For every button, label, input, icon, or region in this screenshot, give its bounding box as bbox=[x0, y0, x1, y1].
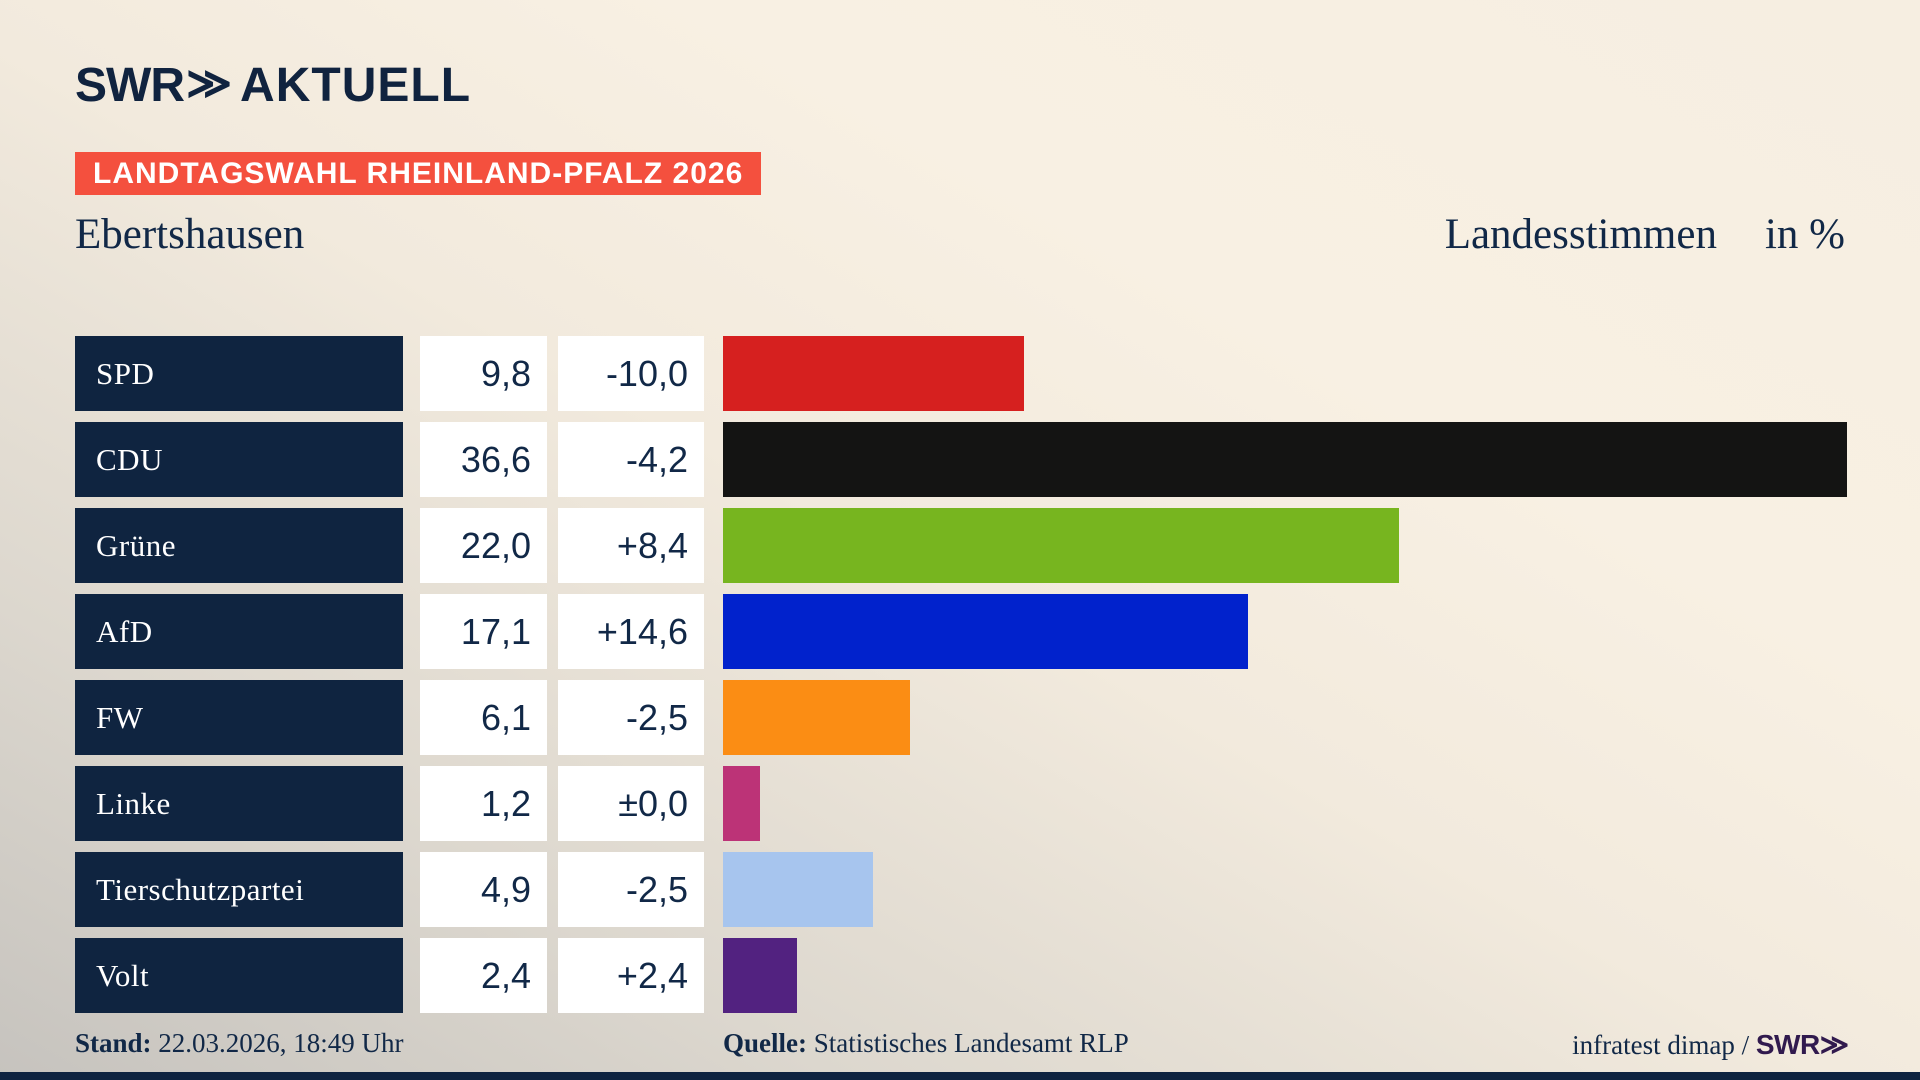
party-label: Tierschutzpartei bbox=[75, 852, 403, 927]
party-label: SPD bbox=[75, 336, 403, 411]
aktuell-logo-text: AKTUELL bbox=[240, 59, 472, 112]
footer-stand: Stand: 22.03.2026, 18:49 Uhr bbox=[75, 1028, 404, 1059]
footer-credit: infratest dimap / SWR≫ bbox=[1572, 1028, 1849, 1061]
change-cell: ±0,0 bbox=[558, 766, 704, 841]
swr-logo-text: SWR bbox=[75, 59, 185, 112]
table-row: Volt 2,4 +2,4 bbox=[75, 938, 1847, 1013]
result-bar bbox=[723, 680, 910, 755]
measure-group: Landesstimmen in % bbox=[1445, 210, 1845, 259]
footer-quelle: Quelle: Statistisches Landesamt RLP bbox=[723, 1028, 1129, 1059]
table-row: Linke 1,2 ±0,0 bbox=[75, 766, 1847, 841]
change-cell: -10,0 bbox=[558, 336, 704, 411]
change-cell: -4,2 bbox=[558, 422, 704, 497]
title-row: Ebertshausen Landesstimmen in % bbox=[75, 210, 1845, 259]
table-row: Grüne 22,0 +8,4 bbox=[75, 508, 1847, 583]
unit-label: in % bbox=[1764, 211, 1845, 258]
credit-text: infratest dimap / bbox=[1572, 1030, 1756, 1060]
party-label: Linke bbox=[75, 766, 403, 841]
swr-footer-logo-text: SWR bbox=[1755, 1029, 1820, 1060]
measure-label: Landesstimmen bbox=[1444, 211, 1717, 258]
party-label: CDU bbox=[75, 422, 403, 497]
results-table: SPD 9,8 -10,0 CDU 36,6 -4,2 Grüne 22,0 +… bbox=[75, 336, 1847, 1024]
party-label: Grüne bbox=[75, 508, 403, 583]
table-row: AfD 17,1 +14,6 bbox=[75, 594, 1847, 669]
change-cell: -2,5 bbox=[558, 680, 704, 755]
party-label: Volt bbox=[75, 938, 403, 1013]
result-bar bbox=[723, 852, 873, 927]
region-title: Ebertshausen bbox=[75, 211, 305, 258]
value-cell: 1,2 bbox=[420, 766, 547, 841]
result-bar bbox=[723, 336, 1024, 411]
change-cell: -2,5 bbox=[558, 852, 704, 927]
stand-value: 22.03.2026, 18:49 Uhr bbox=[151, 1028, 404, 1058]
swr-footer-logo: SWR≫ bbox=[1755, 1029, 1849, 1060]
bottom-bar bbox=[0, 1072, 1920, 1080]
value-cell: 9,8 bbox=[420, 336, 547, 411]
footer-double-chevron-icon: ≫ bbox=[1819, 1029, 1849, 1060]
value-cell: 17,1 bbox=[420, 594, 547, 669]
result-bar bbox=[723, 422, 1847, 497]
election-banner: LANDTAGSWAHL RHEINLAND-PFALZ 2026 bbox=[75, 152, 762, 195]
change-cell: +2,4 bbox=[558, 938, 704, 1013]
stand-label: Stand: bbox=[75, 1028, 152, 1058]
value-cell: 6,1 bbox=[420, 680, 547, 755]
result-bar bbox=[723, 594, 1248, 669]
swr-aktuell-logo: SWR≫ AKTUELL bbox=[75, 58, 471, 113]
table-row: SPD 9,8 -10,0 bbox=[75, 336, 1847, 411]
table-row: Tierschutzpartei 4,9 -2,5 bbox=[75, 852, 1847, 927]
change-cell: +8,4 bbox=[558, 508, 704, 583]
value-cell: 36,6 bbox=[420, 422, 547, 497]
double-chevron-icon: ≫ bbox=[185, 59, 232, 108]
value-cell: 22,0 bbox=[420, 508, 547, 583]
quelle-label: Quelle: bbox=[723, 1028, 807, 1058]
table-row: FW 6,1 -2,5 bbox=[75, 680, 1847, 755]
change-cell: +14,6 bbox=[558, 594, 704, 669]
table-row: CDU 36,6 -4,2 bbox=[75, 422, 1847, 497]
value-cell: 4,9 bbox=[420, 852, 547, 927]
party-label: AfD bbox=[75, 594, 403, 669]
quelle-value: Statistisches Landesamt RLP bbox=[806, 1028, 1129, 1058]
party-label: FW bbox=[75, 680, 403, 755]
value-cell: 2,4 bbox=[420, 938, 547, 1013]
result-bar bbox=[723, 766, 760, 841]
result-bar bbox=[723, 508, 1399, 583]
result-bar bbox=[723, 938, 797, 1013]
